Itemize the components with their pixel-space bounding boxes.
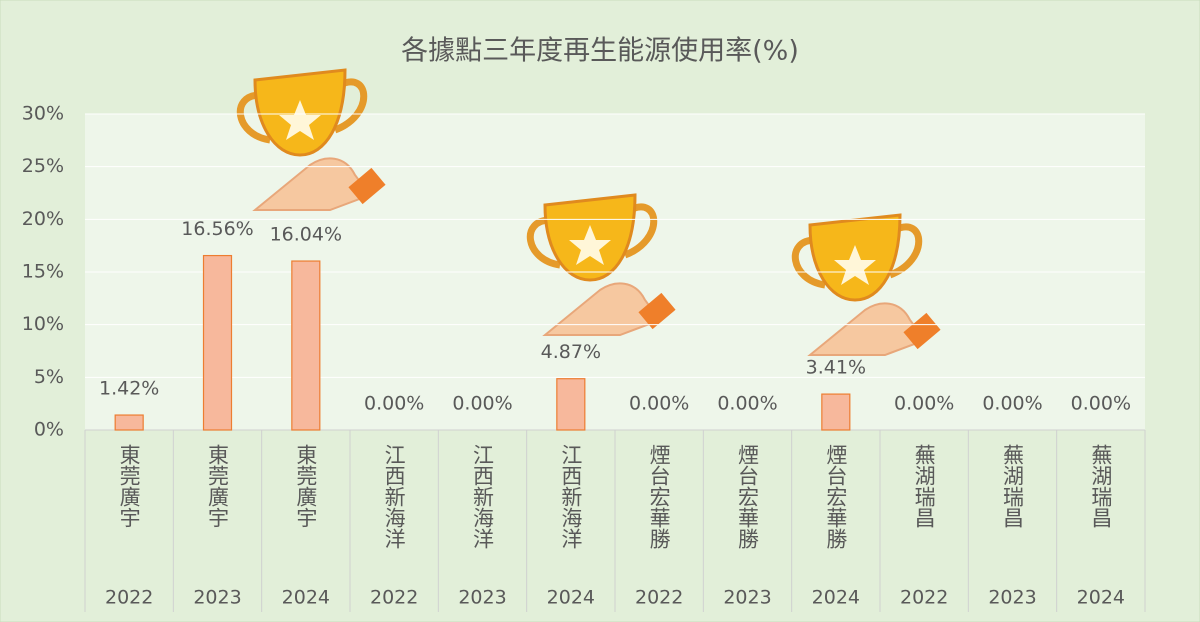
sleeve: [348, 167, 386, 205]
sleeve: [638, 292, 676, 330]
x-group-label: 2023: [193, 587, 241, 609]
data-label: 0.00%: [452, 393, 512, 415]
trophy-icon: [236, 68, 386, 211]
data-label: 4.87%: [541, 341, 601, 363]
x-tick-label: 東莞廣宇: [294, 444, 318, 528]
trophy-handle: [526, 203, 658, 269]
trophy-handle: [236, 78, 368, 144]
data-label: 16.56%: [181, 218, 253, 240]
trophy-handle: [791, 223, 923, 289]
x-tick-label: 蕪湖瑞昌: [912, 444, 936, 528]
data-label: 16.04%: [270, 224, 342, 246]
x-group-label: 2024: [547, 587, 595, 609]
x-group-label: 2022: [635, 587, 683, 609]
x-tick-label: 江西新海洋: [471, 444, 495, 549]
x-group-label: 2024: [282, 587, 330, 609]
x-group-label: 2023: [988, 587, 1036, 609]
x-group-label: 2024: [1077, 587, 1125, 609]
y-tick-label: 25%: [22, 155, 64, 177]
data-label: 0.00%: [629, 393, 689, 415]
x-tick-label: 東莞廣宇: [117, 444, 141, 528]
bar: [821, 393, 851, 431]
sleeve: [903, 312, 941, 350]
x-group-label: 2022: [370, 587, 418, 609]
data-label: 0.00%: [1071, 393, 1131, 415]
trophy-star: [279, 100, 321, 140]
x-tick-label: 江西新海洋: [559, 444, 583, 549]
x-group-label: 2023: [723, 587, 771, 609]
data-label: 0.00%: [364, 393, 424, 415]
chart-title: 各據點三年度再生能源使用率(%): [401, 36, 799, 67]
bar: [202, 254, 233, 431]
bar: [114, 414, 144, 431]
trophies: [236, 68, 941, 356]
data-label: 0.00%: [894, 393, 954, 415]
x-tick-label: 煙台宏華勝: [647, 444, 671, 549]
trophy-icon: [791, 213, 941, 356]
x-tick-label: 煙台宏華勝: [824, 444, 848, 549]
x-tick-label: 蕪湖瑞昌: [1001, 444, 1025, 528]
y-tick-label: 5%: [34, 366, 64, 388]
x-group-label: 2024: [812, 587, 860, 609]
data-label: 0.00%: [717, 393, 777, 415]
data-label: 0.00%: [982, 393, 1042, 415]
y-tick-label: 15%: [22, 261, 64, 283]
x-tick-label: 東莞廣宇: [206, 444, 230, 528]
trophy-star: [834, 245, 876, 285]
x-group-label: 2023: [458, 587, 506, 609]
data-label: 3.41%: [806, 357, 866, 379]
x-tick-label: 江西新海洋: [382, 444, 406, 549]
bar: [291, 260, 321, 431]
y-tick-label: 20%: [22, 208, 64, 230]
x-group-label: 2022: [900, 587, 948, 609]
y-tick-label: 30%: [22, 103, 64, 125]
trophy-icon: [526, 193, 676, 336]
data-label: 1.42%: [99, 378, 159, 400]
bar: [556, 378, 586, 431]
x-tick-label: 蕪湖瑞昌: [1089, 444, 1113, 528]
trophy-star: [569, 225, 611, 265]
x-group-label: 2022: [105, 587, 153, 609]
y-tick-label: 0%: [34, 419, 64, 441]
x-tick-label: 煙台宏華勝: [736, 444, 760, 549]
y-tick-label: 10%: [22, 313, 64, 335]
